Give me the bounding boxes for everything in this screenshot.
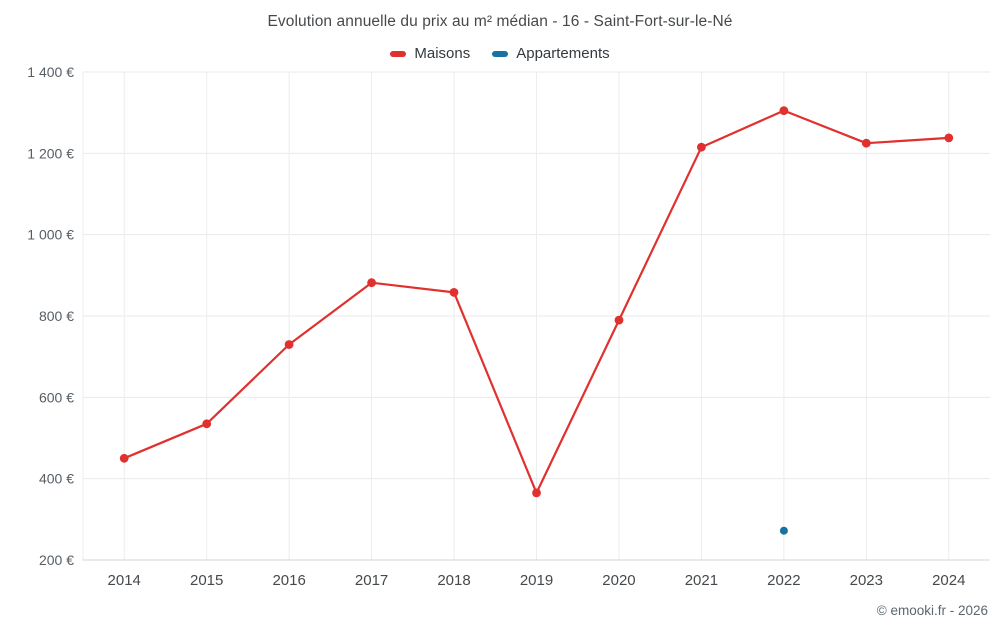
maisons-point[interactable] bbox=[532, 488, 541, 498]
y-axis-tick-label: 800 € bbox=[39, 308, 74, 324]
maisons-point[interactable] bbox=[861, 138, 871, 148]
appartements-point[interactable] bbox=[779, 526, 788, 535]
y-axis-tick-label: 1 200 € bbox=[27, 145, 74, 161]
maisons-point[interactable] bbox=[119, 453, 129, 463]
maisons-point[interactable] bbox=[202, 419, 212, 429]
y-axis-tick-label: 1 400 € bbox=[27, 64, 74, 80]
x-axis-tick-label: 2015 bbox=[190, 572, 223, 589]
y-axis-tick-label: 1 000 € bbox=[27, 227, 74, 243]
maisons-swatch-icon bbox=[390, 50, 407, 57]
chart-title: Evolution annuelle du prix au m² médian … bbox=[267, 13, 733, 30]
legend-item-maisons[interactable]: Maisons bbox=[390, 45, 470, 62]
x-axis-tick-label: 2018 bbox=[437, 572, 470, 589]
x-axis-tick-label: 2021 bbox=[685, 572, 718, 589]
legend-item-appartements[interactable]: Appartements bbox=[492, 45, 610, 62]
maisons-point[interactable] bbox=[614, 315, 624, 325]
appartements-swatch-icon bbox=[492, 50, 509, 57]
x-axis-tick-label: 2016 bbox=[272, 572, 305, 589]
x-axis-tick-label: 2024 bbox=[932, 572, 965, 589]
chart-legend: Maisons Appartements bbox=[0, 45, 1000, 62]
maisons-point[interactable] bbox=[367, 278, 376, 288]
maisons-point[interactable] bbox=[944, 133, 954, 143]
legend-label-maisons: Maisons bbox=[414, 45, 471, 62]
x-axis-tick-label: 2014 bbox=[108, 572, 141, 589]
x-axis-tick-label: 2017 bbox=[355, 572, 388, 589]
x-axis-tick-label: 2023 bbox=[850, 572, 883, 589]
x-axis-tick-label: 2022 bbox=[767, 572, 800, 589]
copyright-text: © emooki.fr - 2026 bbox=[876, 603, 988, 618]
maisons-point[interactable] bbox=[284, 340, 294, 349]
x-axis-tick-label: 2020 bbox=[602, 572, 635, 589]
y-axis-tick-label: 200 € bbox=[39, 552, 74, 568]
maisons-point[interactable] bbox=[779, 106, 789, 115]
legend-label-appartements: Appartements bbox=[516, 45, 610, 62]
maisons-point[interactable] bbox=[449, 288, 459, 297]
x-axis-tick-label: 2019 bbox=[520, 572, 553, 589]
y-axis-tick-label: 600 € bbox=[39, 389, 74, 405]
maisons-point[interactable] bbox=[697, 142, 706, 152]
y-axis-tick-label: 400 € bbox=[39, 471, 74, 487]
